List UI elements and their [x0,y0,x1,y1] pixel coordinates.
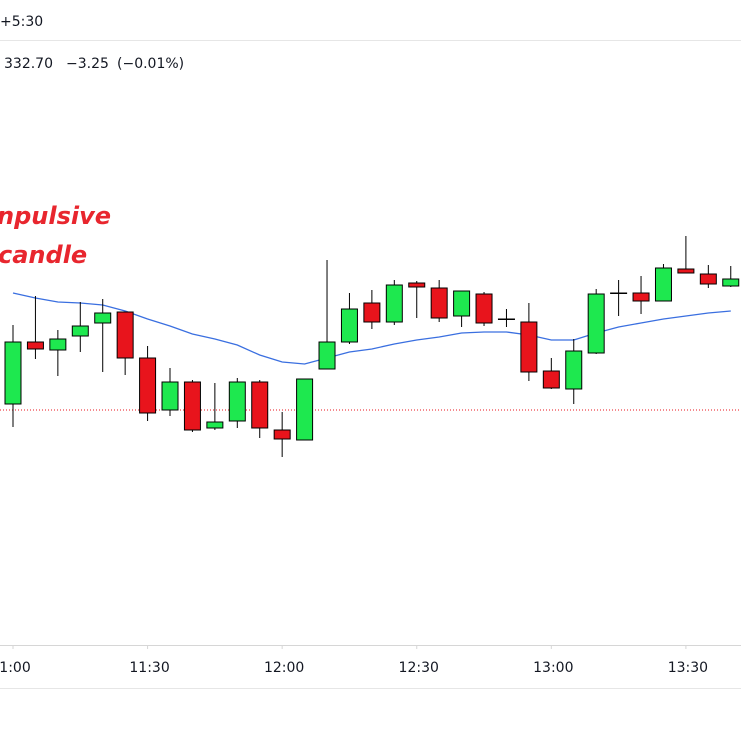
candle-body [385,284,403,323]
x-tick-label: 12:00 [264,660,304,676]
change: −3.25 [66,56,109,72]
candle-body [273,429,291,440]
change-percent: (−0.01%) [117,56,184,72]
candle-body [296,378,314,441]
price: 332.70 [4,56,53,72]
x-tick-label: 1:00 [0,660,31,676]
candle-body [251,381,269,429]
candle-body [497,318,515,320]
candle-body [677,268,695,274]
annotation: npulsive [0,202,111,230]
candle-body [340,308,358,343]
candle-body [453,290,471,317]
x-tick-label: 13:00 [533,660,573,676]
candle-body [587,293,605,354]
candle-body [542,370,560,389]
candle-body [318,341,336,370]
candle-body [699,273,717,285]
candle-body [94,312,112,324]
x-tick-label: 11:30 [129,660,169,676]
annotation: candle [0,241,87,269]
x-tick-label: 12:30 [399,660,439,676]
candle-body [71,325,89,337]
candle-body [722,278,740,287]
candle-body [228,381,246,422]
candle-body [4,341,22,405]
candle-body [363,302,381,323]
candle-body [430,287,448,319]
candle-body [475,293,493,324]
candle-body [520,321,538,373]
candle-body [565,350,583,390]
candle-body [139,357,157,414]
candle-body [49,338,67,351]
candle-body [116,311,134,359]
candle-body [206,421,224,429]
candle-body [654,267,672,302]
x-tick-label: 13:30 [668,660,708,676]
candle-body [183,381,201,431]
candle-body [610,292,628,294]
candle-body [161,381,179,411]
candle-body [632,292,650,302]
candle-body [408,282,426,288]
timezone: +5:30 [0,14,43,30]
candle-body [26,341,44,350]
